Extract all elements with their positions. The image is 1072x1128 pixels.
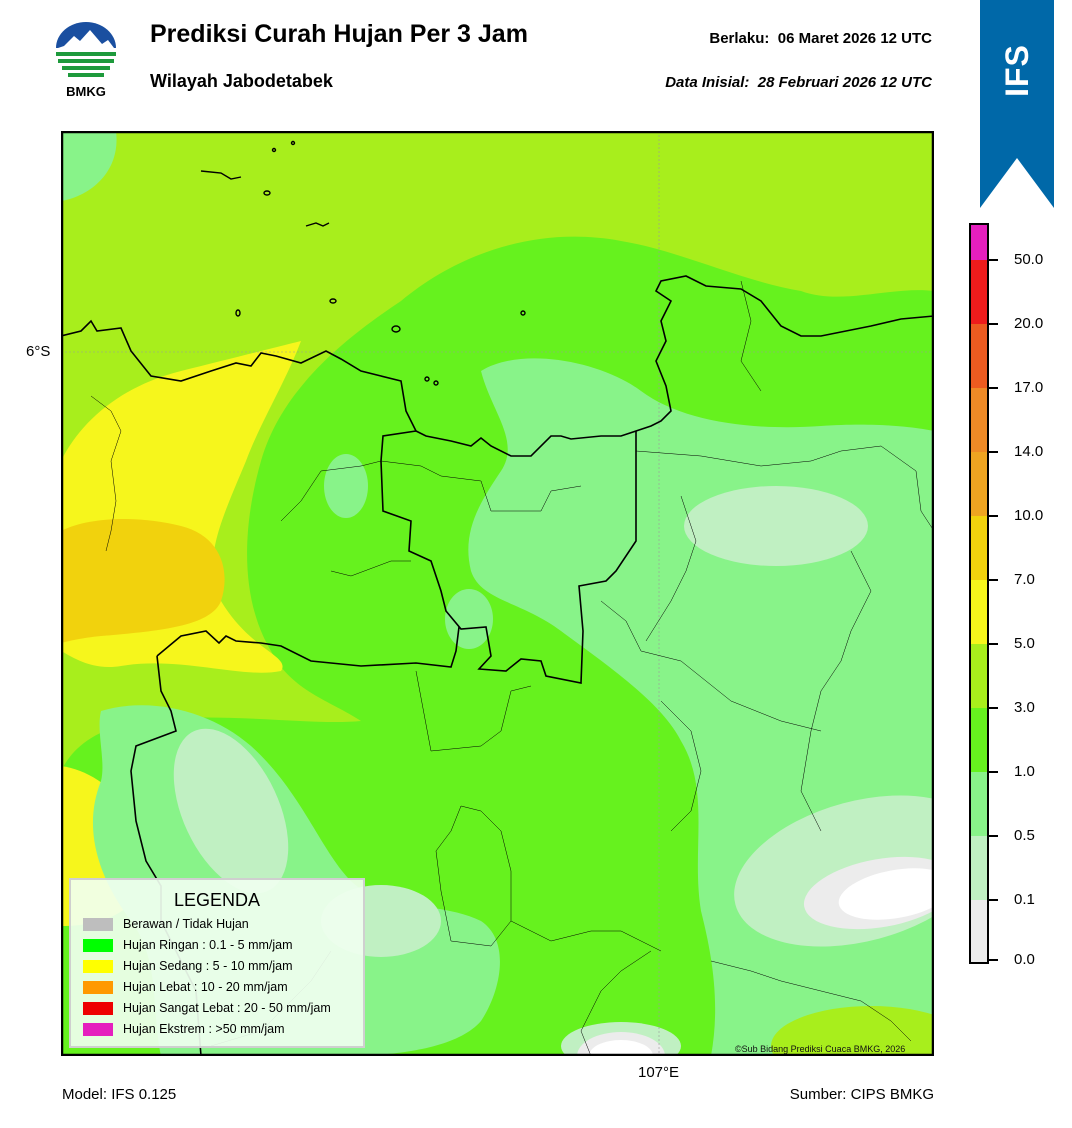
- rain-zone-7-10-left: [61, 519, 225, 643]
- coastline: [61, 275, 934, 457]
- colorbar: [969, 223, 989, 964]
- colorbar-tick: [988, 959, 998, 961]
- province-boundary: [156, 430, 637, 684]
- colorbar-segment: [971, 452, 987, 516]
- colorbar-segment: [971, 324, 987, 388]
- rain-zone-0_1-0_5-oval-east: [684, 486, 868, 566]
- longitude-label: 107°E: [638, 1064, 680, 1081]
- colorbar-label: 0.0: [1014, 951, 1035, 968]
- colorbar-tick: [988, 579, 998, 581]
- colorbar-label: 17.0: [1014, 379, 1044, 396]
- legend-label: Berawan / Tidak Hujan: [123, 917, 249, 931]
- colorbar-label: 3.0: [1014, 699, 1035, 716]
- source-info: Sumber: CIPS BMKG: [789, 1086, 934, 1103]
- legend-label: Hujan Ringan : 0.1 - 5 mm/jam: [123, 938, 293, 952]
- colorbar-segment: [971, 900, 987, 962]
- ribbon-shape-icon: [980, 0, 1054, 208]
- colorbar-tick: [988, 643, 998, 645]
- colorbar-label: 5.0: [1014, 635, 1035, 652]
- legend-swatch: [83, 1001, 113, 1015]
- copyright-text: ©Sub Bidang Prediksi Cuaca BMKG, 2026: [735, 1044, 906, 1054]
- rain-zone-3-5-lowerright: [771, 1006, 934, 1056]
- legend-swatch: [83, 959, 113, 973]
- legend-label: Hujan Lebat : 10 - 20 mm/jam: [123, 980, 288, 994]
- legend-swatch: [83, 980, 113, 994]
- colorbar-tick: [988, 835, 998, 837]
- legend-label: Hujan Sedang : 5 - 10 mm/jam: [123, 959, 293, 973]
- colorbar-segment: [971, 772, 987, 836]
- legend-item: Hujan Ringan : 0.1 - 5 mm/jam: [83, 937, 293, 953]
- model-info: Model: IFS 0.125: [62, 1086, 177, 1103]
- init-date: 28 Februari 2026 12 UTC: [757, 74, 932, 91]
- ribbon-text: IFS: [998, 43, 1035, 97]
- legend-item: Hujan Ekstrem : >50 mm/jam: [83, 1021, 285, 1037]
- colorbar-segment: [971, 708, 987, 772]
- rain-zone-0_5-1-topleft: [61, 131, 117, 201]
- init-time: Data Inisial: 28 Februari 2026 12 UTC: [665, 74, 932, 91]
- valid-label: Berlaku:: [709, 30, 770, 47]
- colorbar-label: 0.5: [1014, 827, 1035, 844]
- bmkg-logo-icon: [56, 22, 116, 77]
- colorbar-label: 7.0: [1014, 571, 1035, 588]
- latitude-label: 6°S: [26, 343, 51, 360]
- init-label: Data Inisial:: [665, 74, 750, 91]
- rain-zone-0_1-0_5-oval-west: [173, 728, 289, 894]
- legend-item: Berawan / Tidak Hujan: [83, 916, 249, 932]
- colorbar-tick: [988, 899, 998, 901]
- colorbar-segment: [971, 260, 987, 324]
- colorbar-label: 1.0: [1014, 763, 1035, 780]
- colorbar-segment: [971, 516, 987, 580]
- colorbar-segment: [971, 580, 987, 644]
- page-subtitle: Wilayah Jabodetabek: [150, 71, 333, 91]
- islands: [200, 140, 526, 386]
- legend-item: Hujan Lebat : 10 - 20 mm/jam: [83, 979, 288, 995]
- colorbar-tick: [988, 259, 998, 261]
- valid-date: 06 Maret 2026 12 UTC: [777, 30, 932, 47]
- no-rain-zone-south: [589, 1040, 653, 1056]
- colorbar-tick: [988, 515, 998, 517]
- colorbar-label: 14.0: [1014, 443, 1044, 460]
- rain-zone-0_5-1-spot-1: [324, 454, 368, 518]
- valid-time: Berlaku: 06 Maret 2026 12 UTC: [709, 30, 932, 47]
- legend-label: Hujan Ekstrem : >50 mm/jam: [123, 1022, 285, 1036]
- colorbar-label: 20.0: [1014, 315, 1044, 332]
- legend-box: LEGENDA Berawan / Tidak Hujan Hujan Ringa…: [69, 878, 365, 1048]
- legend-item: Hujan Sedang : 5 - 10 mm/jam: [83, 958, 293, 974]
- colorbar-tick: [988, 323, 998, 325]
- rain-zone-0_5-1-spot-2: [445, 589, 493, 649]
- legend-label: Hujan Sangat Lebat : 20 - 50 mm/jam: [123, 1001, 331, 1015]
- colorbar-label: 50.0: [1014, 251, 1044, 268]
- model-ribbon: IFS: [980, 0, 1054, 208]
- colorbar-label: 0.1: [1014, 891, 1035, 908]
- legend-item: Hujan Sangat Lebat : 20 - 50 mm/jam: [83, 1000, 331, 1016]
- colorbar-segment: [971, 644, 987, 708]
- colorbar-segment: [971, 388, 987, 452]
- legend-swatch: [83, 917, 113, 931]
- colorbar-tick: [988, 771, 998, 773]
- legend-swatch: [83, 1022, 113, 1036]
- bmkg-logo: BMKG: [50, 18, 122, 104]
- colorbar-tick: [988, 451, 998, 453]
- page-title: Prediksi Curah Hujan Per 3 Jam: [150, 20, 528, 48]
- colorbar-label: 10.0: [1014, 507, 1044, 524]
- legend-title: LEGENDA: [173, 890, 261, 910]
- legend-swatch: [83, 938, 113, 952]
- colorbar-tick: [988, 707, 998, 709]
- no-rain-zone-southeast: [838, 868, 934, 920]
- colorbar-segment: [971, 836, 987, 900]
- colorbar-tick: [988, 387, 998, 389]
- logo-text: BMKG: [66, 84, 106, 99]
- colorbar-segment: [971, 225, 987, 260]
